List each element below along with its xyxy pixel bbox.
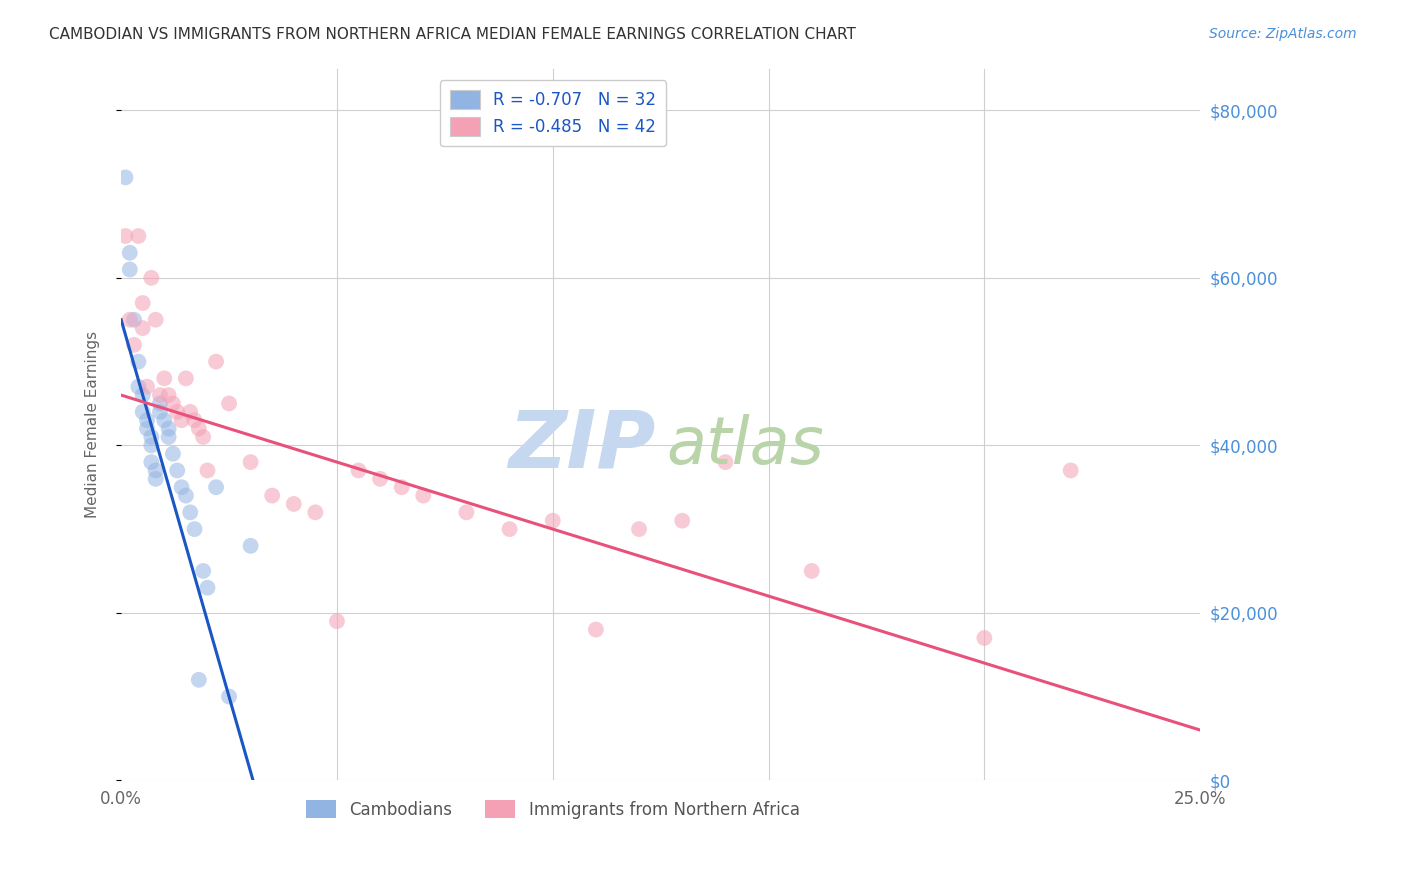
Point xyxy=(197,581,219,595)
Point xyxy=(170,480,193,494)
Point xyxy=(132,388,155,402)
Point xyxy=(205,354,228,368)
Point xyxy=(973,631,995,645)
Point xyxy=(283,497,305,511)
Point xyxy=(541,514,564,528)
Point xyxy=(1060,463,1083,477)
Point xyxy=(197,463,219,477)
Point xyxy=(132,405,155,419)
Point xyxy=(183,413,205,427)
Point xyxy=(191,430,214,444)
Point xyxy=(714,455,737,469)
Point xyxy=(149,396,172,410)
Point xyxy=(141,438,163,452)
Point xyxy=(800,564,823,578)
Text: ZIP: ZIP xyxy=(508,407,655,484)
Point xyxy=(157,388,180,402)
Point xyxy=(145,472,167,486)
Point xyxy=(141,271,163,285)
Point xyxy=(391,480,413,494)
Point xyxy=(149,388,172,402)
Point xyxy=(174,489,197,503)
Point xyxy=(174,371,197,385)
Text: CAMBODIAN VS IMMIGRANTS FROM NORTHERN AFRICA MEDIAN FEMALE EARNINGS CORRELATION : CAMBODIAN VS IMMIGRANTS FROM NORTHERN AF… xyxy=(49,27,856,42)
Point xyxy=(498,522,520,536)
Point xyxy=(118,312,141,326)
Point xyxy=(205,480,228,494)
Point xyxy=(239,539,262,553)
Point xyxy=(153,371,176,385)
Point xyxy=(157,421,180,435)
Point xyxy=(304,505,326,519)
Point xyxy=(132,321,155,335)
Point xyxy=(191,564,214,578)
Point xyxy=(166,463,188,477)
Point xyxy=(412,489,434,503)
Point xyxy=(157,430,180,444)
Point xyxy=(149,405,172,419)
Point xyxy=(127,380,149,394)
Point xyxy=(218,690,240,704)
Point xyxy=(326,614,349,628)
Text: atlas: atlas xyxy=(666,414,824,478)
Point xyxy=(122,338,145,352)
Point xyxy=(456,505,478,519)
Point xyxy=(114,229,136,244)
Point xyxy=(122,312,145,326)
Point xyxy=(671,514,693,528)
Point xyxy=(136,380,159,394)
Point xyxy=(628,522,651,536)
Point xyxy=(239,455,262,469)
Point xyxy=(118,245,141,260)
Point xyxy=(170,413,193,427)
Point xyxy=(153,413,176,427)
Point xyxy=(114,170,136,185)
Point xyxy=(118,262,141,277)
Point xyxy=(183,522,205,536)
Legend: Cambodians, Immigrants from Northern Africa: Cambodians, Immigrants from Northern Afr… xyxy=(299,793,807,825)
Point xyxy=(162,396,184,410)
Point xyxy=(187,673,209,687)
Point xyxy=(141,455,163,469)
Point xyxy=(179,505,201,519)
Point xyxy=(187,421,209,435)
Point xyxy=(368,472,391,486)
Point xyxy=(145,312,167,326)
Point xyxy=(166,405,188,419)
Point xyxy=(141,430,163,444)
Point xyxy=(127,229,149,244)
Point xyxy=(262,489,284,503)
Point xyxy=(136,413,159,427)
Point xyxy=(127,354,149,368)
Point xyxy=(585,623,607,637)
Point xyxy=(162,447,184,461)
Point xyxy=(132,296,155,310)
Point xyxy=(218,396,240,410)
Point xyxy=(179,405,201,419)
Text: Source: ZipAtlas.com: Source: ZipAtlas.com xyxy=(1209,27,1357,41)
Point xyxy=(347,463,370,477)
Point xyxy=(136,421,159,435)
Point xyxy=(145,463,167,477)
Y-axis label: Median Female Earnings: Median Female Earnings xyxy=(86,331,100,518)
